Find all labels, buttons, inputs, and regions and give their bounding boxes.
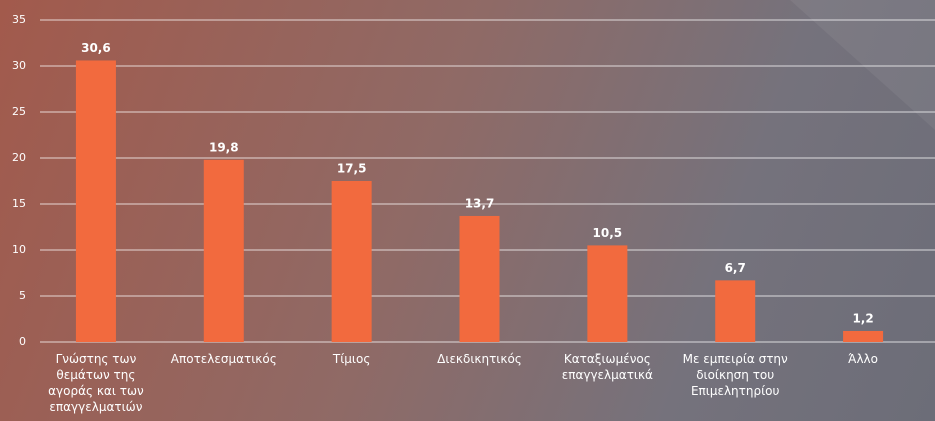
- y-tick-label: 10: [12, 243, 26, 256]
- x-tick-label: Με εμπειρία στην διοίκηση του Επιμελητηρίο…: [683, 352, 788, 398]
- data-label: 30,6: [81, 41, 111, 55]
- bar: [331, 181, 372, 342]
- bar: [75, 60, 116, 342]
- x-tick-label: Διεκδικητικός: [437, 352, 522, 366]
- x-tick-label: Άλλο: [848, 352, 878, 366]
- bar: [203, 159, 244, 342]
- y-tick-label: 35: [12, 13, 26, 26]
- data-label: 13,7: [465, 196, 495, 210]
- x-tick-label: Καταξιωμένος επαγγελματικά: [562, 352, 653, 382]
- x-tick-label: Γνώστης των θεμάτων της αγοράς και των επαγ…: [48, 352, 144, 414]
- y-tick-label: 15: [12, 197, 26, 210]
- y-tick-label: 20: [12, 151, 26, 164]
- x-tick-label: Τίμιος: [332, 352, 370, 366]
- data-label: 1,2: [852, 311, 873, 325]
- bar: [459, 215, 500, 342]
- data-label: 6,7: [725, 261, 746, 275]
- y-tick-label: 5: [19, 289, 26, 302]
- data-label: 19,8: [209, 140, 239, 154]
- bar: [587, 245, 628, 342]
- bar: [843, 330, 884, 342]
- x-tick-label: Αποτελεσματικός: [171, 352, 277, 366]
- y-tick-label: 0: [19, 335, 26, 348]
- y-tick-label: 25: [12, 105, 26, 118]
- background-shape: [790, 0, 935, 130]
- data-label: 10,5: [593, 226, 623, 240]
- bar: [715, 280, 756, 342]
- y-tick-label: 30: [12, 59, 26, 72]
- data-label: 17,5: [337, 162, 367, 176]
